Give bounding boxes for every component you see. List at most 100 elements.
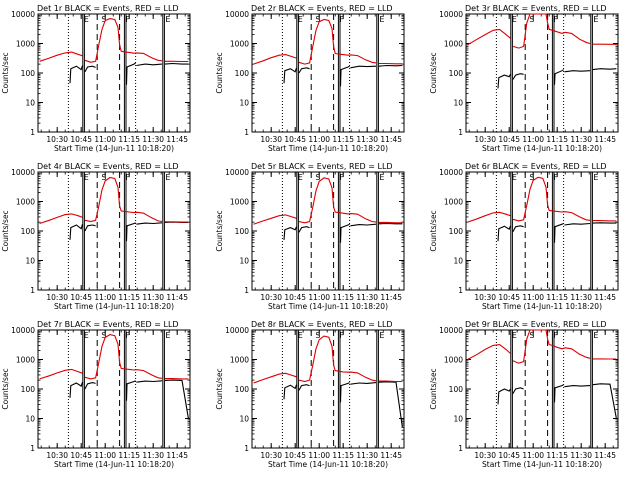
x-tick-label: 11:15: [332, 135, 354, 144]
series-lld-line: [467, 344, 511, 360]
panel-9: Det 9r BLACK = Events, RED = LLD 1 10 100 10…: [429, 320, 619, 469]
panel-title: Det 7r BLACK = Events, RED = LLD: [37, 320, 179, 329]
event-marker-label: E: [298, 173, 303, 182]
y-tick-label: 1000: [230, 198, 249, 207]
series-events-line: [125, 380, 136, 401]
x-tick-label: 11:00: [94, 135, 116, 144]
x-tick-label: 11:00: [94, 451, 116, 460]
y-tick-label: 100: [235, 385, 250, 394]
x-tick-label: 11:15: [546, 293, 568, 302]
series-events-line: [164, 62, 189, 65]
y-axis-label: Counts/sec: [1, 368, 10, 409]
y-tick-label: 100: [21, 69, 36, 78]
event-marker-label: S: [315, 331, 320, 340]
plot-frame: [37, 329, 191, 449]
plot-frame: [251, 13, 405, 133]
series-lld-line: [253, 214, 297, 225]
series-lld-line: [84, 18, 163, 63]
event-marker-label: S: [529, 15, 534, 24]
x-tick-label: 11:15: [118, 135, 140, 144]
y-tick-label: 10: [453, 99, 463, 108]
series-events-line: [84, 65, 96, 73]
y-tick-label: 10: [25, 415, 35, 424]
event-marker-label: E: [165, 173, 170, 182]
series-events-line: [378, 381, 403, 428]
event-marker-label: E: [298, 15, 303, 24]
x-tick-label: 11:45: [594, 293, 616, 302]
y-axis-label: Counts/sec: [215, 210, 224, 251]
x-tick-label: 11:00: [522, 451, 544, 460]
x-tick-label: 11:30: [570, 293, 592, 302]
x-tick-label: 11:00: [308, 451, 330, 460]
event-marker-label: S: [101, 173, 106, 182]
x-tick-label: 10:45: [70, 293, 92, 302]
y-tick-label: 10: [239, 99, 249, 108]
x-tick-label: 11:45: [380, 135, 402, 144]
y-tick-label: 1000: [230, 356, 249, 365]
series-events-line: [164, 379, 189, 419]
plot-frame: [465, 13, 619, 133]
x-tick-label: 11:45: [594, 135, 616, 144]
event-marker-label: E: [379, 331, 384, 340]
y-tick-label: 10000: [225, 10, 249, 19]
x-tick-label: 10:45: [498, 451, 520, 460]
event-marker-label: F: [553, 173, 558, 182]
y-tick-label: 1: [244, 286, 249, 295]
y-axis-label: Counts/sec: [429, 52, 438, 93]
x-tick-label: 11:15: [118, 293, 140, 302]
y-tick-label: 1000: [444, 40, 463, 49]
panel-8: Det 8r BLACK = Events, RED = LLD 1 10 100 10…: [215, 320, 405, 469]
series-events-line: [512, 73, 524, 80]
panel-3: Det 3r BLACK = Events, RED = LLD 1 10 100 10…: [429, 4, 619, 153]
panel-6: Det 6r BLACK = Events, RED = LLD 1 10 100 10…: [429, 162, 619, 311]
series-lld-line: [512, 13, 591, 49]
x-tick-label: 11:15: [332, 451, 354, 460]
panel-title: Det 1r BLACK = Events, RED = LLD: [37, 4, 179, 13]
y-tick-label: 1: [30, 128, 35, 137]
series-events-line: [69, 224, 84, 240]
series-lld-line: [298, 18, 377, 65]
x-tick-label: 11:00: [308, 293, 330, 302]
series-events-line: [350, 65, 377, 69]
x-tick-label: 10:45: [284, 135, 306, 144]
plot-frame: [251, 329, 405, 449]
y-axis-label: Counts/sec: [215, 368, 224, 409]
event-marker-label: E: [84, 15, 89, 24]
series-events-line: [564, 70, 591, 73]
event-marker-label: F: [125, 173, 130, 182]
plot-frame: [37, 13, 191, 133]
series-events-line: [136, 63, 163, 67]
series-lld-line: [512, 329, 591, 364]
x-tick-label: 11:15: [118, 451, 140, 460]
y-axis-label: Counts/sec: [215, 52, 224, 93]
y-tick-label: 1000: [444, 356, 463, 365]
x-tick-label: 10:30: [260, 293, 282, 302]
x-tick-label: 11:30: [356, 135, 378, 144]
panel-5: Det 5r BLACK = Events, RED = LLD 1 10 100 10…: [215, 162, 405, 311]
panel-title: Det 2r BLACK = Events, RED = LLD: [251, 4, 393, 13]
x-tick-label: 11:45: [166, 451, 188, 460]
series-events-line: [283, 384, 298, 400]
series-events-line: [350, 382, 377, 385]
y-tick-label: 1000: [230, 40, 249, 49]
x-tick-label: 11:45: [166, 293, 188, 302]
plot-frame: [251, 171, 405, 291]
panel-4: Det 4r BLACK = Events, RED = LLD 1 10 100 10…: [1, 162, 191, 311]
x-tick-label: 10:30: [260, 135, 282, 144]
event-marker-label: S: [529, 173, 534, 182]
y-tick-label: 1: [458, 286, 463, 295]
series-lld-line: [84, 334, 163, 380]
x-tick-label: 11:00: [94, 293, 116, 302]
event-marker-label: E: [84, 331, 89, 340]
x-tick-label: 11:45: [380, 451, 402, 460]
y-tick-label: 1000: [444, 198, 463, 207]
x-tick-label: 10:30: [474, 451, 496, 460]
event-marker-label: S: [101, 331, 106, 340]
y-tick-label: 10000: [439, 168, 463, 177]
x-tick-label: 10:45: [498, 135, 520, 144]
y-tick-label: 1: [30, 286, 35, 295]
series-lld-line: [253, 54, 297, 65]
event-marker-label: S: [315, 15, 320, 24]
x-tick-label: 10:45: [70, 451, 92, 460]
